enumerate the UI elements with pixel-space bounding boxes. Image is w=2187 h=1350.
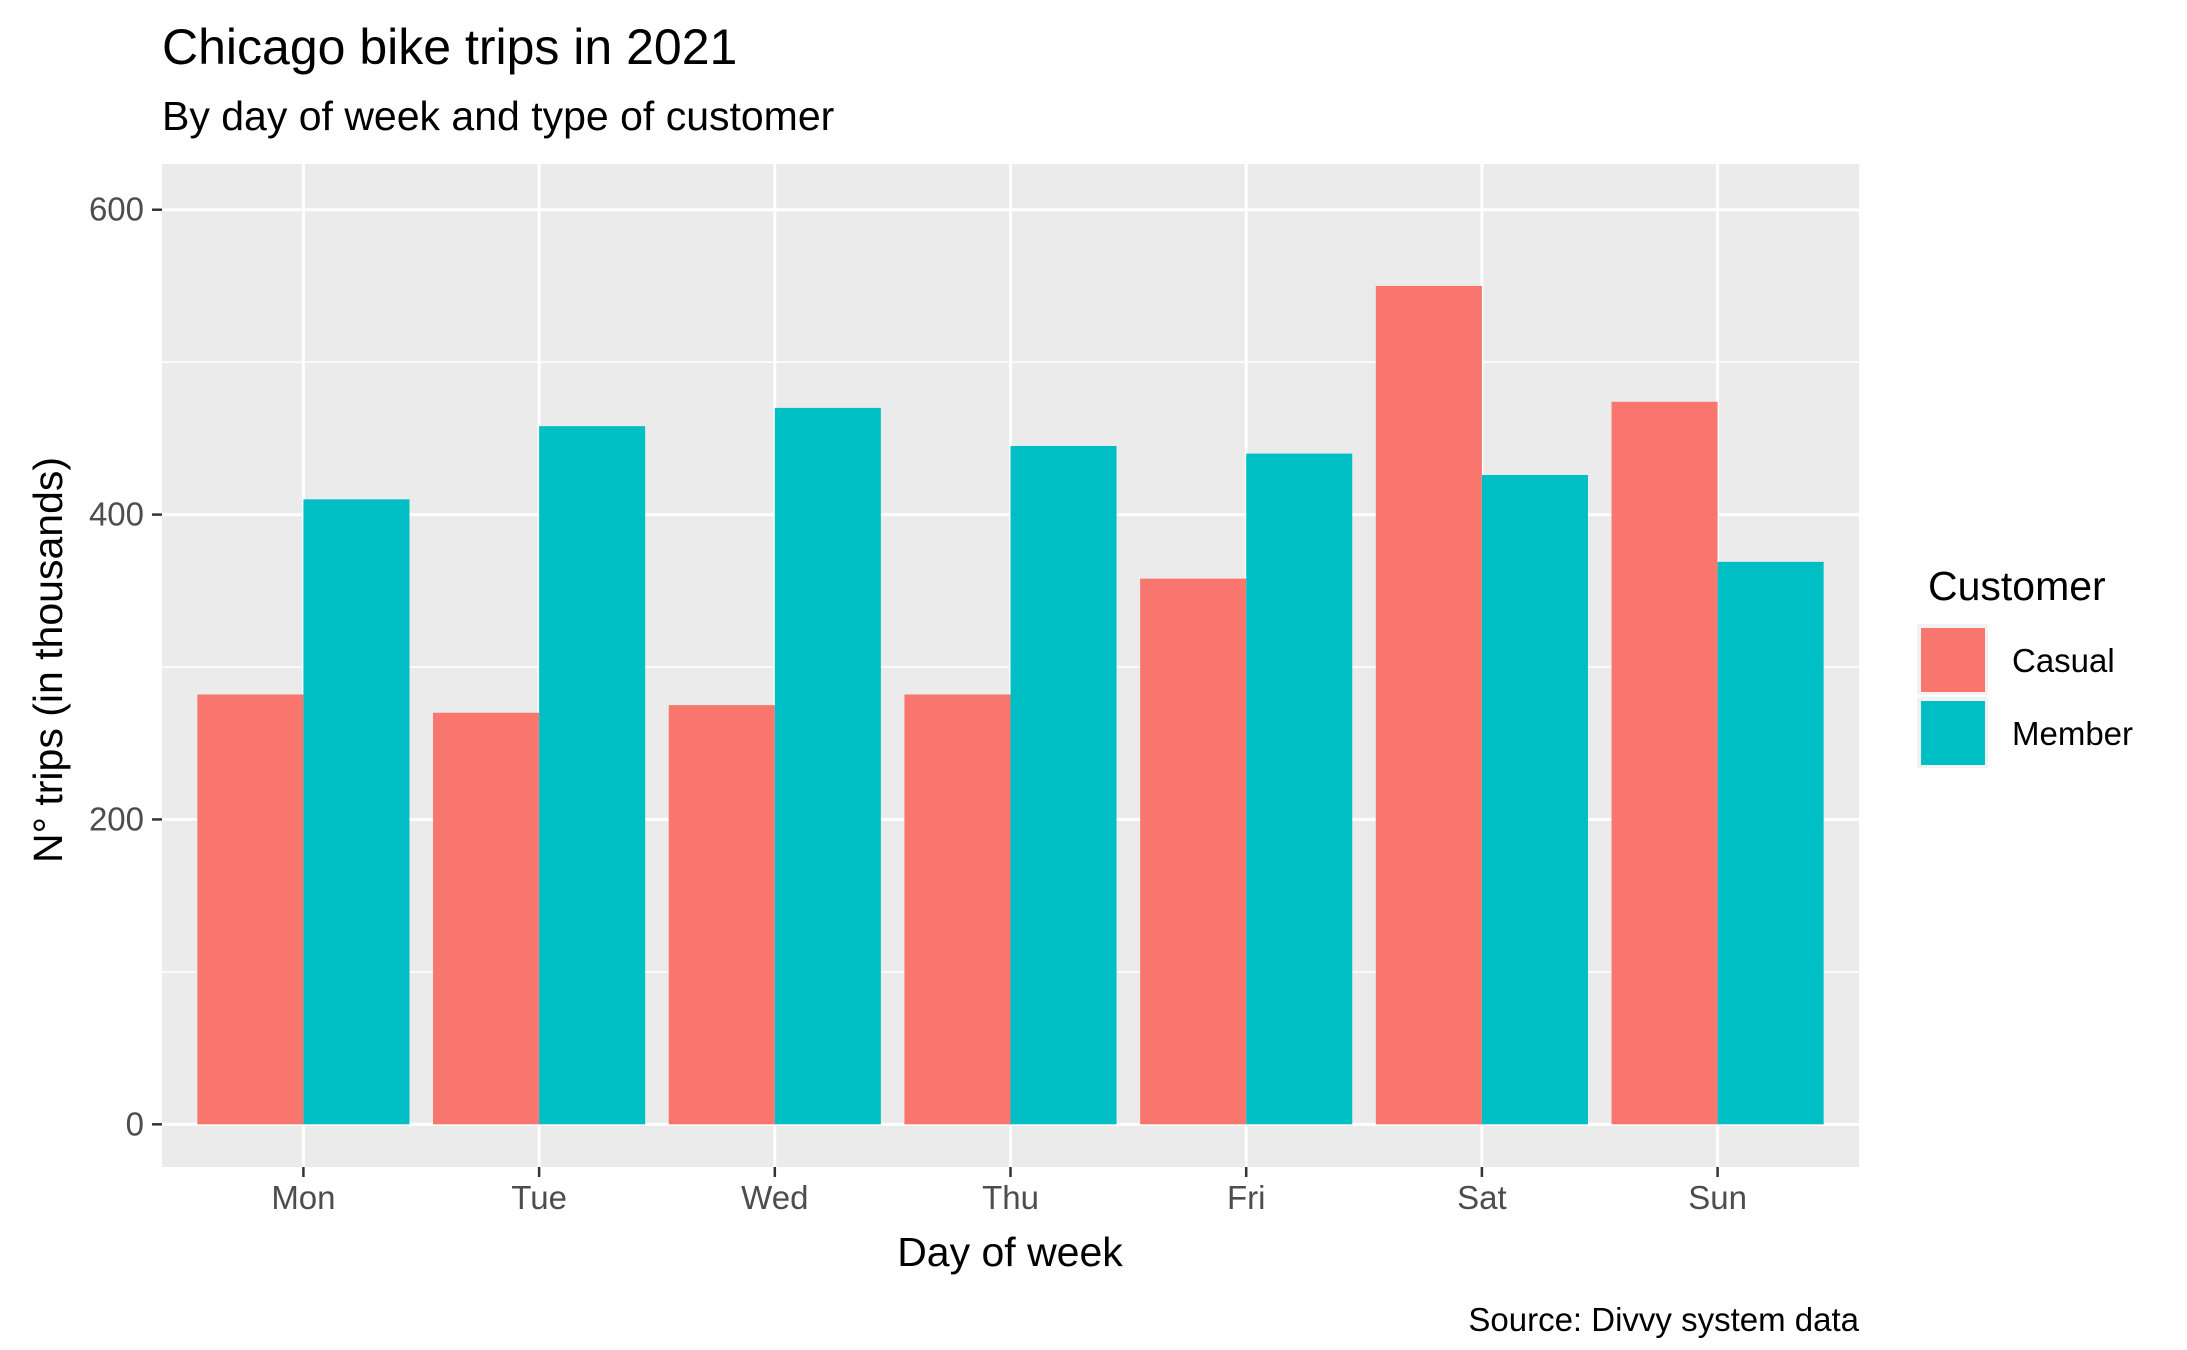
legend-label-casual: Casual <box>2012 642 2115 679</box>
bar-casual-wed <box>668 705 775 1125</box>
x-tick-label: Wed <box>741 1179 808 1216</box>
bar-member-mon <box>303 499 410 1125</box>
bar-member-sun <box>1717 561 1824 1125</box>
chart-subtitle: By day of week and type of customer <box>162 93 834 139</box>
bar-casual-tue <box>433 712 540 1125</box>
y-tick-label: 0 <box>126 1105 144 1142</box>
x-axis: Mon Tue Wed Thu Fri Sat Sun <box>271 1167 1747 1216</box>
bar-member-fri <box>1246 453 1353 1125</box>
chart-caption: Source: Divvy system data <box>1468 1301 1859 1338</box>
bar-member-tue <box>539 426 646 1125</box>
bar-casual-mon <box>197 694 304 1125</box>
legend-items: Casual Member <box>1917 624 2133 768</box>
x-tick-label: Sun <box>1688 1179 1747 1216</box>
legend-swatch-casual <box>1921 628 1985 692</box>
bar-casual-sat <box>1375 285 1482 1125</box>
x-tick-label: Tue <box>511 1179 567 1216</box>
x-tick-label: Mon <box>271 1179 335 1216</box>
legend-swatch-member <box>1921 701 1985 765</box>
y-axis-title: N° trips (in thousands) <box>25 457 71 863</box>
chart-title: Chicago bike trips in 2021 <box>162 19 737 75</box>
bar-member-sat <box>1481 474 1588 1125</box>
bar-member-thu <box>1010 445 1117 1125</box>
bar-member-wed <box>774 407 881 1125</box>
legend: Customer Casual Member <box>1917 563 2133 768</box>
bar-casual-fri <box>1140 578 1247 1125</box>
legend-title: Customer <box>1928 563 2106 609</box>
bar-casual-thu <box>904 694 1011 1125</box>
y-axis: 0 200 400 600 <box>89 191 162 1142</box>
bars <box>197 285 1824 1125</box>
legend-label-member: Member <box>2012 715 2133 752</box>
x-tick-label: Fri <box>1227 1179 1265 1216</box>
y-tick-label: 400 <box>89 496 144 533</box>
bar-casual-sun <box>1611 401 1718 1125</box>
y-tick-label: 600 <box>89 191 144 228</box>
x-tick-label: Thu <box>982 1179 1039 1216</box>
x-axis-title: Day of week <box>897 1229 1123 1275</box>
y-tick-label: 200 <box>89 800 144 837</box>
x-tick-label: Sat <box>1457 1179 1507 1216</box>
